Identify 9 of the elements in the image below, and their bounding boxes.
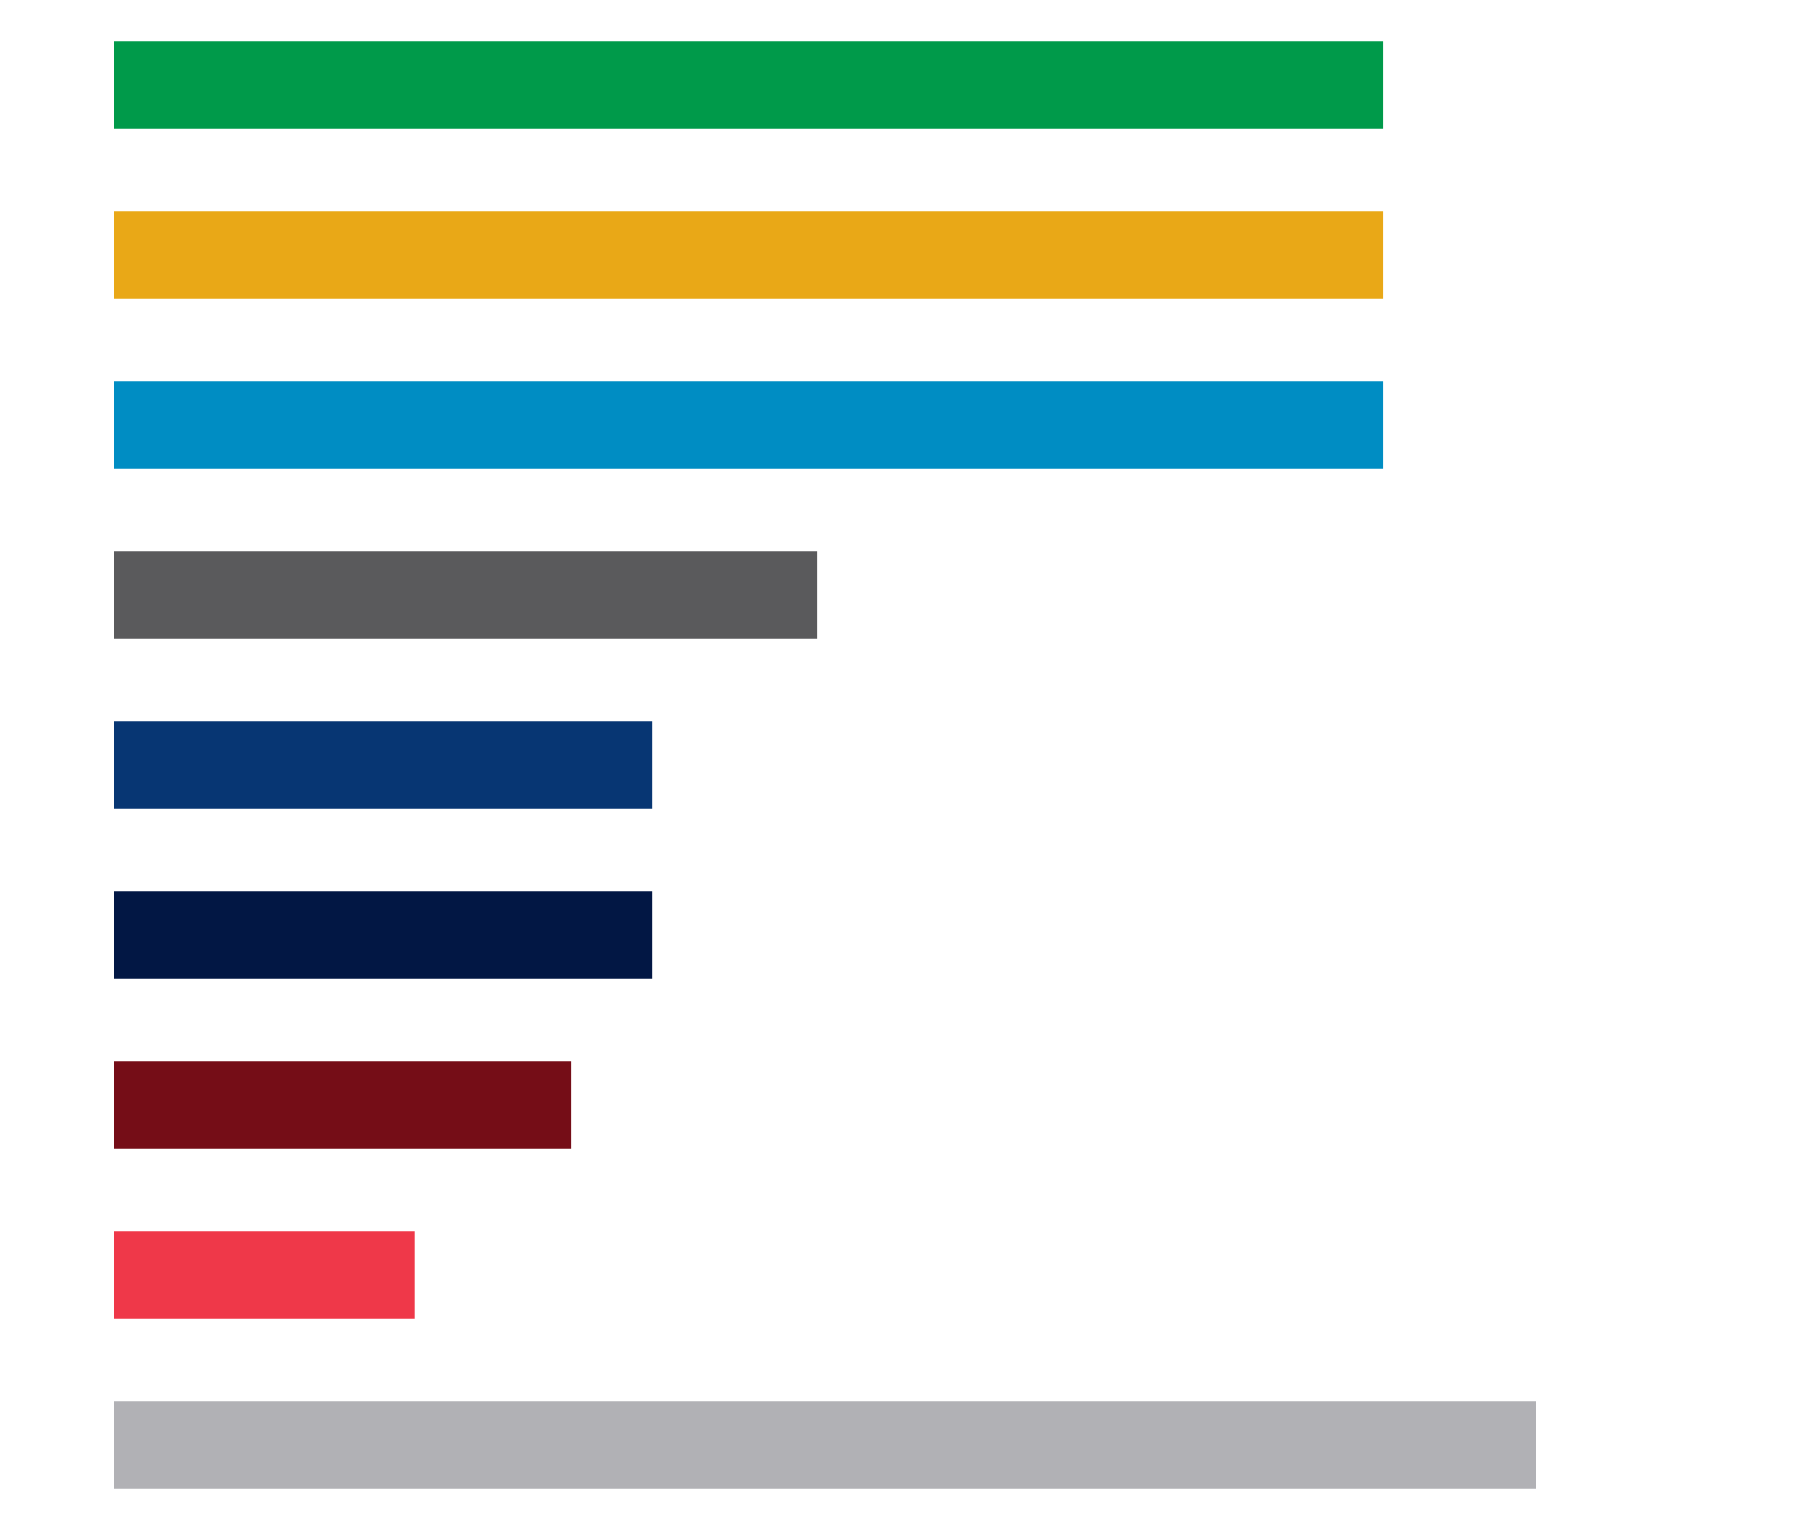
bar [114,1231,415,1319]
bar [114,551,818,639]
bar [114,721,653,809]
bar [114,1061,572,1149]
bar [114,891,653,979]
bar [114,211,1384,299]
bar [114,41,1384,129]
bar [114,381,1384,469]
bar [114,1401,1536,1489]
